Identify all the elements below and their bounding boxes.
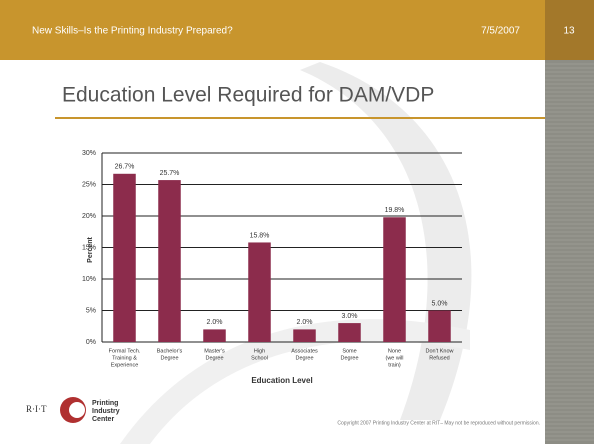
x-tick-label: (we will: [385, 355, 403, 361]
y-tick-label: 20%: [82, 213, 96, 220]
page-box: [545, 0, 594, 60]
x-tick-label: School: [251, 355, 268, 361]
x-tick-label: Degree: [160, 355, 178, 361]
x-tick-label: Experience: [111, 362, 139, 368]
x-tick-label: Bachelor's: [157, 348, 183, 354]
y-tick-label: 0%: [86, 339, 96, 346]
y-tick-label: 25%: [82, 181, 96, 188]
data-label: 26.7%: [115, 164, 135, 171]
header-date: 7/5/2007: [481, 26, 520, 37]
bar: [383, 217, 406, 342]
header-title: New Skills–Is the Printing Industry Prep…: [32, 26, 233, 37]
side-texture: [545, 63, 594, 441]
data-label: 15.8%: [250, 232, 270, 239]
data-label: 2.0%: [297, 319, 313, 326]
x-tick-label: High: [254, 348, 265, 354]
y-tick-label: 5%: [86, 307, 96, 314]
y-tick-label: 30%: [82, 150, 96, 157]
bar: [248, 242, 271, 342]
x-tick-label: Don't Know: [426, 348, 454, 354]
bar: [158, 180, 181, 342]
bar: [203, 329, 226, 342]
x-tick-label: Associates: [291, 348, 318, 354]
logo-text: Printing: [92, 400, 118, 407]
logo-mark: [69, 402, 85, 418]
x-tick-label: Some: [342, 348, 356, 354]
logo-text: Center: [92, 416, 114, 423]
bar: [113, 173, 136, 342]
bar: [293, 329, 316, 342]
data-label: 25.7%: [160, 170, 180, 177]
x-axis-label: Education Level: [251, 376, 312, 385]
x-tick-label: None: [388, 348, 401, 354]
data-label: 2.0%: [207, 319, 223, 326]
data-label: 5.0%: [432, 300, 448, 307]
page-number: 13: [563, 26, 575, 37]
y-axis-label: Percent: [87, 236, 94, 262]
logo-text: Industry: [92, 408, 120, 415]
copyright: Copyright 2007 Printing Industry Center …: [337, 420, 540, 426]
logo-rit: R·I·T: [26, 404, 47, 414]
slide-title: Education Level Required for DAM/VDP: [62, 84, 434, 107]
x-tick-label: Degree: [205, 355, 223, 361]
x-tick-label: Degree: [340, 355, 358, 361]
y-tick-label: 15%: [82, 244, 96, 251]
x-tick-label: Degree: [295, 355, 313, 361]
x-tick-label: Refused: [429, 355, 450, 361]
y-tick-label: 10%: [82, 276, 96, 283]
bar: [428, 310, 451, 342]
x-tick-label: Master's: [204, 348, 225, 354]
data-label: 3.0%: [342, 313, 358, 320]
x-tick-label: Formal Tech.: [109, 348, 141, 354]
header-bar: [0, 0, 545, 60]
bar: [338, 323, 361, 342]
x-tick-label: Training &: [112, 355, 137, 361]
x-tick-label: train): [388, 362, 401, 368]
data-label: 19.8%: [385, 207, 405, 214]
